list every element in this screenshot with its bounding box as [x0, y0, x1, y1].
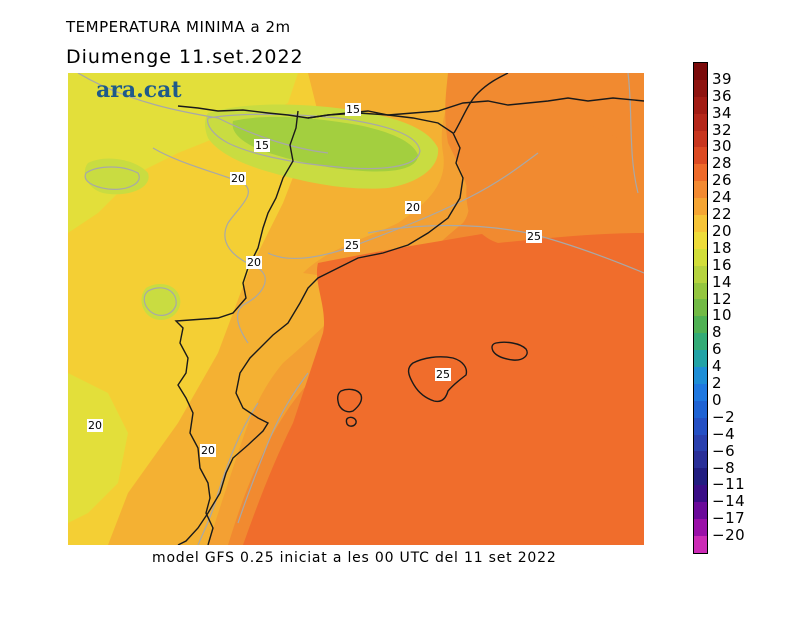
colorbar-labels: 39 36 34 32 30 28 26 24 22 20 18 16 14 12 10 8 6 4 2 0 −2 −4−… — [712, 62, 792, 554]
colorbar-segment — [694, 417, 707, 435]
colorbar-segment — [694, 485, 707, 503]
colorbar-segment — [694, 164, 707, 182]
ibiza-island — [336, 388, 363, 413]
colorbar-segment — [694, 96, 707, 114]
colorbar-tick-label: 12 — [712, 289, 733, 308]
colorbar-tick-label: 32 — [712, 120, 733, 139]
colorbar-tick-label: 39 — [712, 69, 733, 88]
contour-label: 20 — [246, 256, 262, 269]
colorbar-tick-label: −11 — [712, 475, 746, 494]
colorbar-tick-label: 20 — [712, 221, 733, 240]
field-zone-26-sea — [243, 223, 644, 545]
ara-cat-logo: ara.cat — [96, 77, 182, 103]
svg-text:20: 20 — [88, 419, 102, 432]
model-run-caption: model GFS 0.25 iniciat a les 00 UTC del … — [152, 550, 557, 566]
colorbar-segment — [694, 316, 707, 334]
colorbar-segment — [694, 451, 707, 469]
coastline-borders — [174, 73, 644, 545]
colorbar-segment — [694, 130, 707, 148]
colorbar-segment — [694, 299, 707, 317]
colorbar-tick-label: 18 — [712, 238, 733, 257]
colorbar-segment — [694, 535, 707, 553]
colorbar-segment — [694, 282, 707, 300]
colorbar-segment — [694, 502, 707, 520]
colorbar-segment — [694, 265, 707, 283]
colorbar-tick-label: 22 — [712, 205, 733, 224]
colorbar-tick-label: 28 — [712, 154, 733, 173]
colorbar-tick-label: 14 — [712, 272, 733, 291]
colorbar-tick-label: −14 — [712, 492, 746, 511]
svg-text:15: 15 — [346, 103, 360, 116]
colorbar-segment — [694, 113, 707, 131]
colorbar-tick-label: 8 — [712, 323, 723, 342]
contour-label: 25 — [435, 368, 451, 381]
colorbar-segment — [694, 198, 707, 216]
svg-text:20: 20 — [201, 444, 215, 457]
colorbar-tick-label: 6 — [712, 340, 723, 359]
menorca-island — [491, 341, 528, 361]
svg-text:15: 15 — [255, 139, 269, 152]
colorbar-tick-label: 34 — [712, 103, 733, 122]
colorbar-segment — [694, 63, 707, 80]
colorbar-tick-label: −6 — [712, 441, 736, 460]
colorbar-tick-label: 10 — [712, 306, 733, 325]
field-zone-24-north — [466, 109, 644, 243]
contour-label: 25 — [526, 230, 542, 243]
colorbar-segment — [694, 248, 707, 266]
contour-label: 20 — [405, 201, 421, 214]
colorbar-segment — [694, 350, 707, 368]
temperature-colorbar — [693, 62, 708, 554]
colorbar-segment — [694, 79, 707, 97]
colorbar-segment — [694, 400, 707, 418]
contour-lines — [77, 73, 644, 545]
french-coast — [453, 73, 509, 134]
colorbar-tick-label: 24 — [712, 188, 733, 207]
colorbar-segment — [694, 231, 707, 249]
field-zone-16-south — [68, 373, 128, 523]
svg-text:25: 25 — [436, 368, 450, 381]
formentera-island — [345, 416, 357, 427]
contour-label-group: 15 15 20 20 20 20 — [87, 103, 542, 457]
svg-text:25: 25 — [527, 230, 541, 243]
colorbar-tick-label: −8 — [712, 458, 736, 477]
internal-border — [174, 110, 299, 545]
colorbar-tick-label: 4 — [712, 357, 723, 376]
contour-label: 20 — [230, 172, 246, 185]
colorbar-segment — [694, 181, 707, 199]
colorbar-tick-label: −2 — [712, 407, 736, 426]
pyrenees-border — [307, 97, 644, 119]
map-date: Diumenge 11.set.2022 — [66, 46, 304, 68]
map-title: TEMPERATURA MINIMA a 2m — [66, 18, 291, 36]
colorbar-segment — [694, 367, 707, 384]
colorbar-tick-label: −4 — [712, 424, 736, 443]
svg-text:20: 20 — [231, 172, 245, 185]
colorbar-tick-label: 30 — [712, 137, 733, 156]
colorbar-tick-label: −17 — [712, 509, 746, 528]
svg-text:25: 25 — [345, 239, 359, 252]
colorbar-segment — [694, 468, 707, 486]
colorbar-segment — [694, 333, 707, 351]
colorbar-segment — [694, 519, 707, 536]
colorbar-segment — [694, 215, 707, 232]
temperature-map: 15 15 20 20 20 20 — [68, 73, 644, 545]
svg-text:20: 20 — [406, 201, 420, 214]
contour-label: 15 — [345, 103, 361, 116]
field-zone-14-center — [141, 284, 181, 320]
svg-text:20: 20 — [247, 256, 261, 269]
colorbar-tick-label: 16 — [712, 255, 733, 274]
colorbar-tick-label: 0 — [712, 390, 723, 409]
colorbar-segment — [694, 147, 707, 165]
colorbar-tick-label: 2 — [712, 374, 723, 393]
colorbar-segment — [694, 434, 707, 452]
contour-label: 25 — [344, 239, 360, 252]
colorbar-tick-label: 36 — [712, 86, 733, 105]
mallorca-island — [407, 356, 468, 403]
field-zone-12-pyrenees — [232, 116, 418, 172]
colorbar-tick-label: −20 — [712, 526, 746, 545]
contour-label: 20 — [200, 444, 216, 457]
contour-label: 15 — [254, 139, 270, 152]
contour-label: 20 — [87, 419, 103, 432]
colorbar-tick-label: 26 — [712, 171, 733, 190]
colorbar-segment — [694, 383, 707, 401]
